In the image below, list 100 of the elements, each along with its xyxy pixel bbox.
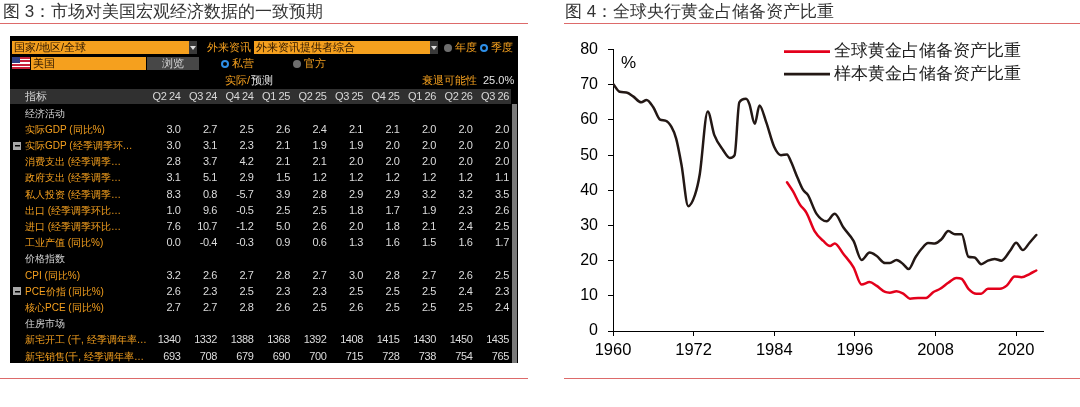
text: 外来资讯提供者综合: [256, 41, 355, 54]
data-label: 1415: [376, 333, 400, 347]
chart-title: 图 3：市场对美国宏观经济数据的一致预期: [3, 2, 324, 22]
data-label: 2.4: [458, 284, 473, 298]
data-label: 1.8: [348, 203, 363, 217]
y-tick-label: 30: [580, 215, 599, 233]
data-label: 1.9: [421, 203, 436, 217]
data-label: 1.1: [494, 171, 509, 185]
x-tick-label: 2008: [917, 340, 954, 359]
x-tick-label: 1996: [836, 340, 874, 359]
data-label: 2.6: [458, 268, 473, 282]
data-label: 2.9: [348, 187, 363, 201]
data-label: 2.3: [202, 284, 217, 298]
data-label: 2.8: [385, 268, 400, 282]
x-tick-label: Q4 24: [225, 90, 254, 103]
data-label: 3.1: [202, 139, 217, 152]
data-label: -0.5: [236, 203, 254, 217]
data-label: 3.5: [494, 187, 509, 201]
y-tick-label: 60: [580, 110, 599, 128]
y-tick-label: 50: [580, 145, 599, 163]
data-label: 0.9: [275, 236, 290, 250]
line-series: [785, 180, 1038, 300]
data-label: 0.8: [202, 187, 217, 201]
data-label: 2.5: [421, 301, 436, 314]
data-label: 2.1: [385, 122, 400, 136]
data-label: 1392: [303, 333, 327, 347]
text: 实际/: [225, 74, 251, 87]
data-label: 2.6: [494, 203, 509, 217]
data-label: 1408: [340, 333, 363, 347]
x-tick-label: Q2 26: [444, 90, 473, 103]
data-label: 1.9: [312, 139, 327, 152]
y-tick-label: 80: [580, 40, 599, 58]
data-label: 765: [491, 349, 509, 363]
data-label: 2.0: [458, 155, 473, 169]
data-label: 3.0: [166, 139, 181, 152]
legend-label: 全球黄金占储备资产比重: [834, 41, 1021, 61]
data-label: 2.5: [385, 301, 400, 314]
text: 年度: [455, 41, 477, 54]
data-label: 1.2: [458, 171, 473, 185]
data-label: 1.2: [348, 171, 363, 185]
text: 预测: [251, 74, 273, 87]
data-label: 1.6: [385, 236, 400, 250]
text: 私营: [232, 57, 254, 70]
data-label: 2.5: [385, 284, 400, 298]
y-tick-label: 新宅销售(千, 经季调年率…: [25, 349, 144, 363]
y-tick-label: 70: [580, 75, 599, 93]
y-tick-label: 私人投资 (经季调季…: [25, 187, 122, 201]
data-label: 2.3: [494, 284, 509, 298]
x-tick-label: Q2 25: [298, 90, 327, 103]
chart-title: 图 4：全球央行黄金占储备资产比重: [565, 2, 835, 22]
data-label: 2.0: [348, 220, 363, 233]
text: 官方: [304, 57, 326, 70]
x-tick-label: 1984: [755, 340, 793, 359]
data-label: 2.3: [458, 203, 473, 217]
data-label: 10.7: [197, 220, 217, 233]
data-label: 754: [455, 349, 473, 363]
data-label: 2.7: [166, 301, 181, 314]
data-label: 2.8: [239, 301, 254, 314]
data-label: 1340: [157, 333, 181, 347]
data-label: 7.6: [166, 220, 181, 233]
y-tick-label: PCE价指 (同比%): [25, 284, 104, 298]
y-tick-label: 住房市场: [25, 317, 65, 331]
data-label: 2.1: [312, 155, 327, 169]
data-label: 8.3: [166, 187, 181, 201]
data-label: 2.0: [421, 122, 436, 136]
data-label: 2.9: [385, 187, 400, 201]
data-label: 2.1: [348, 122, 363, 136]
data-label: 2.0: [458, 139, 473, 152]
y-tick-label: 实际GDP (经季调季环…: [25, 139, 133, 152]
data-label: 2.1: [275, 139, 290, 152]
data-label: 2.3: [312, 284, 327, 298]
data-label: 1388: [230, 333, 254, 347]
data-label: 1.8: [385, 220, 400, 233]
y-tick-label: 0: [589, 321, 599, 339]
data-label: 3.2: [458, 187, 473, 201]
data-label: 2.5: [312, 301, 327, 314]
x-tick-label: Q3 25: [335, 90, 363, 103]
data-label: 2.5: [494, 220, 509, 233]
data-label: 2.7: [202, 301, 217, 314]
data-label: 2.8: [312, 187, 327, 201]
data-label: 715: [345, 349, 363, 363]
y-tick-label: 出口 (经季调季环比…: [25, 203, 122, 217]
x-tick-label: Q1 25: [262, 90, 290, 103]
data-label: 738: [418, 349, 436, 363]
y-tick-label: 实际GDP (同比%): [25, 122, 105, 136]
data-label: 3.2: [166, 268, 181, 282]
data-label: 3.0: [348, 268, 363, 282]
data-label: 1430: [413, 333, 436, 347]
data-label: 3.0: [166, 122, 181, 136]
data-label: 728: [382, 349, 400, 363]
text: 衰退可能性: [422, 74, 477, 87]
y-tick-label: 新宅开工 (千, 经季调年率…: [25, 333, 147, 347]
data-label: 1.7: [385, 203, 400, 217]
y-tick-label: 核心PCE (同比%): [25, 301, 104, 314]
data-label: 1.0: [166, 203, 181, 217]
data-label: 1.6: [458, 236, 473, 250]
data-label: 2.8: [275, 268, 290, 282]
data-label: 3.9: [275, 187, 290, 201]
data-label: 2.7: [239, 268, 254, 282]
y-tick-label: 20: [580, 251, 599, 269]
